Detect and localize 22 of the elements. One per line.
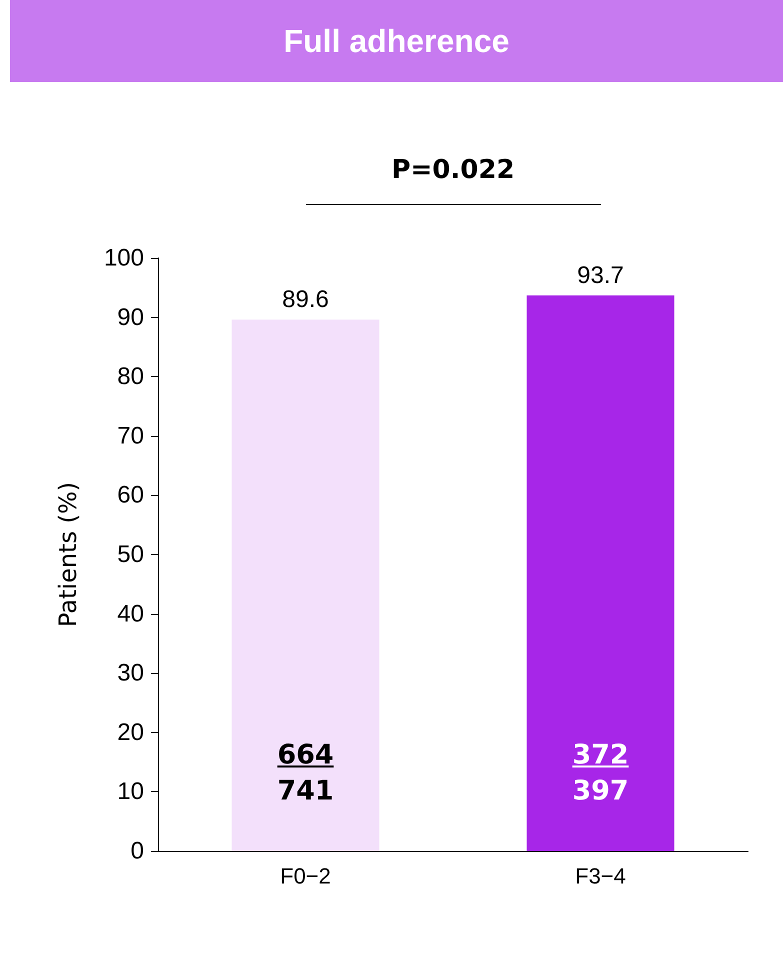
y-tick-label: 60: [117, 482, 144, 509]
data-label: 93.7: [577, 262, 624, 289]
y-tick-label: 100: [104, 244, 144, 272]
y-tick-label: 30: [117, 660, 144, 687]
text: P=0.022: [391, 155, 515, 185]
y-tick-label: 70: [117, 422, 144, 450]
y-axis-title: Patients (%): [54, 482, 82, 628]
data-label: 89.6: [282, 286, 329, 314]
annotation: 741: [277, 776, 334, 806]
annotation: 397: [572, 776, 629, 806]
annotation: 664: [277, 740, 334, 770]
y-tick-label: 0: [130, 838, 144, 864]
y-tick-label: 90: [117, 304, 144, 331]
chart-title: Full adherence: [10, 0, 783, 82]
annotation: 372: [572, 740, 629, 770]
y-tick-label: 50: [117, 541, 144, 568]
y-tick-label: 10: [117, 778, 144, 806]
y-tick-label: 80: [117, 363, 144, 390]
y-tick-label: 40: [117, 600, 144, 628]
x-tick-label: F3−4: [575, 864, 626, 888]
y-tick-label: 20: [117, 718, 144, 746]
x-tick-label: F0−2: [280, 864, 331, 888]
